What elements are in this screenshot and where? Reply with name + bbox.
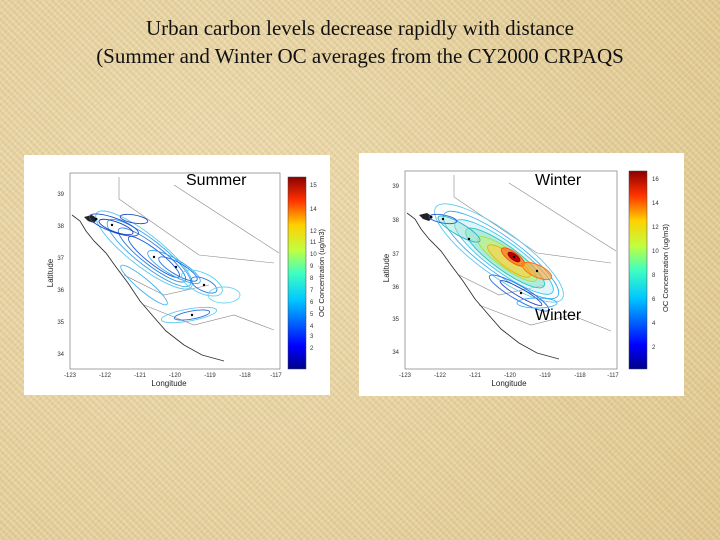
colorbar-tick: 3 [310,334,314,340]
winter-state-boundary [453,175,617,332]
colorbar-tick: 5 [310,312,314,318]
winter-label: Winter [535,172,582,189]
colorbar-tick: 14 [652,201,659,207]
colorbar-tick: 14 [310,207,317,213]
winter-map-panel: 39 38 37 36 35 34 -123 -122 -121 -120 -1… [359,153,684,396]
summer-x-axis-label: Longitude [151,379,187,388]
y-tick-label: 38 [57,224,64,230]
winter-x-ticks: -123 -122 -121 -120 -119 -118 -117 [399,373,619,379]
winter-colorbar-ticks: 16 14 12 10 8 6 4 2 [652,177,659,351]
summer-coastline [71,214,225,362]
winter-map-figure: 39 38 37 36 35 34 -123 -122 -121 -120 -1… [382,170,670,388]
x-tick-label: -117 [270,373,282,379]
colorbar-tick: 10 [310,252,317,258]
colorbar-tick: 16 [652,177,659,183]
colorbar-tick: 10 [652,249,659,255]
summer-site-markers [94,217,206,317]
x-tick-label: -118 [574,373,586,379]
y-tick-label: 38 [392,218,399,224]
x-tick-label: -119 [204,373,216,379]
colorbar-tick: 15 [310,183,317,189]
colorbar-tick: 2 [310,346,314,352]
summer-label: Summer [186,172,247,189]
x-tick-label: -122 [434,373,447,379]
summer-y-ticks: 39 38 37 36 35 34 [57,192,64,358]
colorbar-tick: 8 [310,276,314,282]
winter-bay [419,213,433,221]
y-tick-label: 39 [57,192,64,198]
x-tick-label: -119 [539,373,551,379]
title-line-2: (Summer and Winter OC averages from the … [96,44,624,68]
colorbar-tick: 11 [310,240,317,246]
winter-y-ticks: 39 38 37 36 35 34 [392,184,399,356]
y-tick-label: 35 [392,317,399,323]
colorbar-tick: 6 [310,300,314,306]
x-tick-label: -123 [399,373,412,379]
summer-map-panel: 39 38 37 36 35 34 -123 -122 -121 -120 -1… [24,155,330,395]
summer-bay [84,215,98,223]
summer-x-ticks: -123 -122 -121 -120 -119 -118 -117 [64,373,282,379]
summer-colorbar-ticks: 15 14 12 11 10 9 8 7 6 5 4 3 2 [310,183,317,352]
summer-map-figure: 39 38 37 36 35 34 -123 -122 -121 -120 -1… [46,172,326,388]
winter-site-markers [429,215,539,295]
slide-title: Urban carbon levels decrease rapidly wit… [0,14,720,70]
colorbar-tick: 4 [310,324,314,330]
summer-y-axis-label: Latitude [46,258,55,287]
colorbar-tick: 2 [652,345,656,351]
x-tick-label: -122 [99,373,112,379]
summer-contours [89,210,241,324]
x-tick-label: -117 [607,373,619,379]
winter-y-axis-label: Latitude [382,253,391,282]
winter-label-overlay: Winter [535,307,582,324]
title-line-1: Urban carbon levels decrease rapidly wit… [146,16,574,40]
y-tick-label: 37 [57,256,64,262]
y-tick-label: 34 [57,352,64,358]
colorbar-tick: 12 [652,225,659,231]
winter-colorbar-label: OC Concentration (ug/m3) [661,224,670,312]
summer-colorbar-label: OC Concentration (ug/m3) [317,229,326,317]
winter-contours [428,203,564,312]
y-tick-label: 37 [392,252,399,258]
x-tick-label: -121 [134,373,147,379]
y-tick-label: 39 [392,184,399,190]
colorbar-tick: 8 [652,273,656,279]
winter-coastline [406,212,560,360]
x-tick-label: -120 [504,373,517,379]
colorbar-tick: 7 [310,288,314,294]
colorbar-tick: 4 [652,321,656,327]
summer-state-boundary [118,177,280,331]
x-tick-label: -120 [169,373,182,379]
y-tick-label: 35 [57,320,64,326]
x-tick-label: -118 [239,373,251,379]
summer-colorbar [287,176,307,370]
winter-colorbar [628,170,648,370]
colorbar-tick: 12 [310,229,317,235]
y-tick-label: 34 [392,350,399,356]
x-tick-label: -123 [64,373,77,379]
winter-x-axis-label: Longitude [491,379,527,388]
colorbar-tick: 6 [652,297,656,303]
summer-axes [69,172,281,370]
y-tick-label: 36 [57,288,64,294]
x-tick-label: -121 [469,373,482,379]
y-tick-label: 36 [392,285,399,291]
colorbar-tick: 9 [310,264,314,270]
